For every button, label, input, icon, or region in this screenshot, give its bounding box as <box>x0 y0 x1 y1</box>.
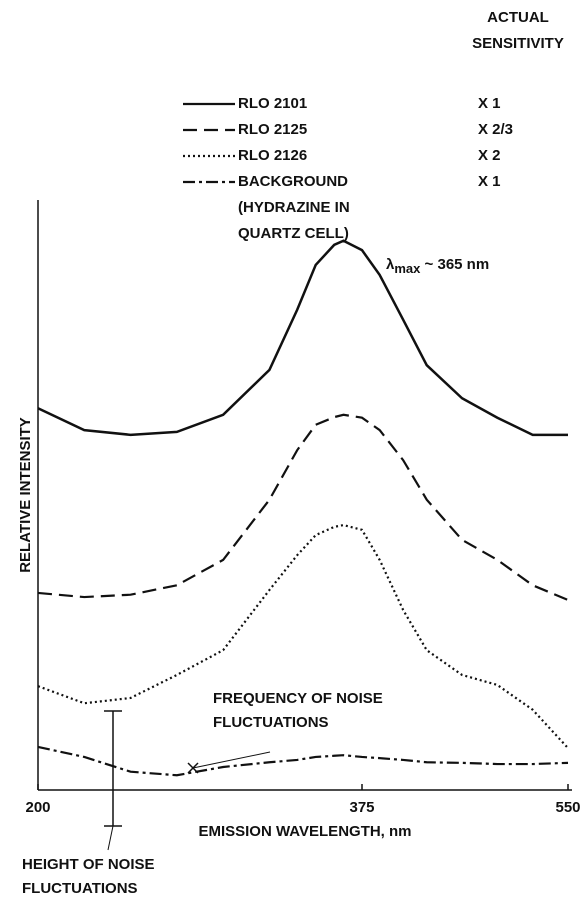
pointer <box>107 825 114 851</box>
x-tick-label: 550 <box>555 799 580 816</box>
legend-label: RLO 2126 <box>238 147 308 164</box>
x-tick-label: 375 <box>349 799 374 816</box>
sensitivity-label: X 1 <box>478 173 501 190</box>
sensitivity-header: ACTUAL SENSITIVITY <box>472 9 564 52</box>
y-axis-label: RELATIVE INTENSITY <box>17 417 34 573</box>
series-line <box>37 239 568 437</box>
legend-label: BACKGROUND (HYDRAZINE IN QUARTZ CELL) <box>238 173 350 242</box>
series-line <box>37 413 569 602</box>
lambda-value: ~ 365 nm <box>424 256 490 273</box>
sensitivity-label: X 2/3 <box>478 121 514 138</box>
annotation: FREQUENCY OF NOISE FLUCTUATIONS <box>213 690 383 731</box>
legend-label: RLO 2101 <box>238 95 308 112</box>
legend-label: RLO 2125 <box>238 121 308 138</box>
x-tick-label: 200 <box>25 799 50 816</box>
annotation: HEIGHT OF NOISE FLUCTUATIONS <box>22 856 155 897</box>
lambda-sub: max <box>394 261 421 276</box>
sensitivity-label: X 1 <box>478 95 501 112</box>
lambda-max: λmax ~ 365 nm <box>386 252 489 278</box>
noise-marker <box>187 762 199 774</box>
series-line <box>37 745 569 777</box>
x-axis-label: EMISSION WAVELENGTH, nm <box>198 823 411 840</box>
pointer <box>192 751 271 769</box>
sensitivity-label: X 2 <box>478 147 501 164</box>
lambda: λ <box>386 256 395 273</box>
